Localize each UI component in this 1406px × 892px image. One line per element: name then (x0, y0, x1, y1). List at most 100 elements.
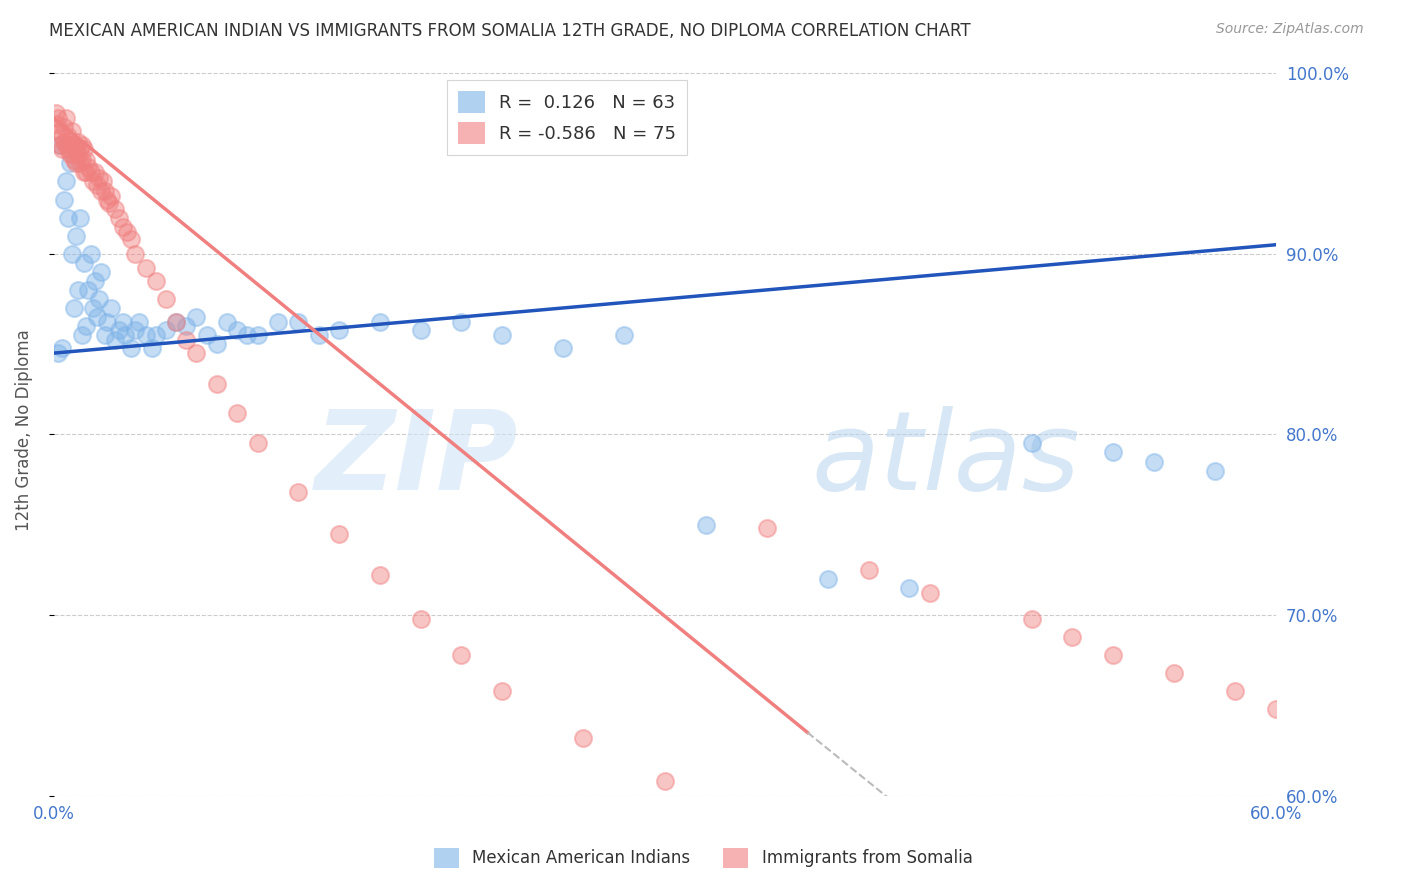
Point (53, 135, 76, 149)
Text: Source: ZipAtlas.com: Source: ZipAtlas.com (1216, 22, 1364, 37)
Point (90, 265, 112, 279)
Point (246, 436, 269, 450)
Point (328, 526, 350, 541)
Point (108, 323, 131, 337)
Point (104, 202, 127, 216)
Point (186, 310, 208, 324)
Point (51, 142, 73, 156)
Point (82, 301, 104, 315)
Point (60, 124, 83, 138)
Point (87, 170, 110, 185)
Point (83, 165, 105, 179)
Point (63, 301, 86, 315)
Point (55, 138, 77, 153)
Point (72, 138, 94, 153)
Point (128, 315, 150, 329)
Text: ZIP: ZIP (315, 406, 519, 513)
Point (120, 341, 142, 355)
Point (79, 165, 101, 179)
Point (165, 315, 187, 329)
Point (65, 156, 87, 170)
Point (90, 184, 112, 198)
Point (69, 142, 91, 156)
Point (491, 684, 513, 698)
Point (56, 211, 79, 225)
Point (51, 129, 73, 144)
Point (73, 256, 96, 270)
Point (817, 572, 839, 586)
Point (67, 283, 90, 297)
Point (195, 328, 218, 343)
Point (174, 318, 197, 333)
Point (328, 323, 350, 337)
Point (1265, 702, 1288, 716)
Point (155, 323, 177, 337)
Point (112, 219, 135, 234)
Point (112, 315, 135, 329)
Point (49, 124, 72, 138)
Point (205, 337, 228, 351)
Point (59, 147, 82, 161)
Point (145, 274, 167, 288)
Point (65, 228, 87, 243)
Point (86, 178, 108, 193)
Point (94, 328, 117, 343)
Point (69, 156, 91, 170)
Point (308, 328, 330, 343)
Point (1143, 454, 1166, 468)
Point (69, 211, 91, 225)
Point (115, 225, 138, 239)
Point (75, 318, 97, 333)
Point (174, 334, 197, 348)
Point (205, 376, 228, 391)
Point (491, 328, 513, 343)
Point (82, 174, 104, 188)
Point (63, 138, 86, 153)
Point (46, 112, 69, 126)
Point (72, 153, 94, 167)
Point (53, 193, 76, 207)
Point (553, 341, 575, 355)
Point (898, 581, 921, 595)
Point (97, 196, 120, 211)
Point (246, 328, 269, 343)
Point (287, 485, 309, 500)
Point (1021, 436, 1043, 450)
Point (91, 174, 114, 188)
Point (134, 261, 156, 276)
Point (155, 292, 177, 306)
Point (87, 292, 110, 306)
Point (124, 246, 146, 260)
Point (60, 246, 83, 260)
Point (409, 612, 432, 626)
Point (1102, 445, 1125, 459)
Point (77, 283, 100, 297)
Point (1102, 648, 1125, 662)
Legend: R =  0.126   N = 63, R = -0.586   N = 75: R = 0.126 N = 63, R = -0.586 N = 75 (447, 80, 688, 155)
Text: atlas: atlas (811, 406, 1080, 513)
Point (46, 346, 69, 360)
Point (654, 774, 676, 789)
Point (56, 142, 79, 156)
Point (124, 323, 146, 337)
Point (114, 328, 136, 343)
Point (368, 568, 391, 582)
Point (73, 142, 96, 156)
Point (100, 189, 122, 203)
Point (858, 563, 880, 577)
Point (226, 323, 249, 337)
Point (287, 315, 309, 329)
Point (65, 142, 87, 156)
Point (60, 147, 83, 161)
Point (49, 138, 72, 153)
Point (145, 328, 167, 343)
Point (45, 106, 67, 120)
Point (67, 135, 90, 149)
Point (141, 341, 163, 355)
Point (695, 517, 717, 532)
Point (120, 232, 142, 246)
Point (55, 174, 77, 188)
Point (1163, 665, 1185, 680)
Point (267, 315, 290, 329)
Point (96, 193, 118, 207)
